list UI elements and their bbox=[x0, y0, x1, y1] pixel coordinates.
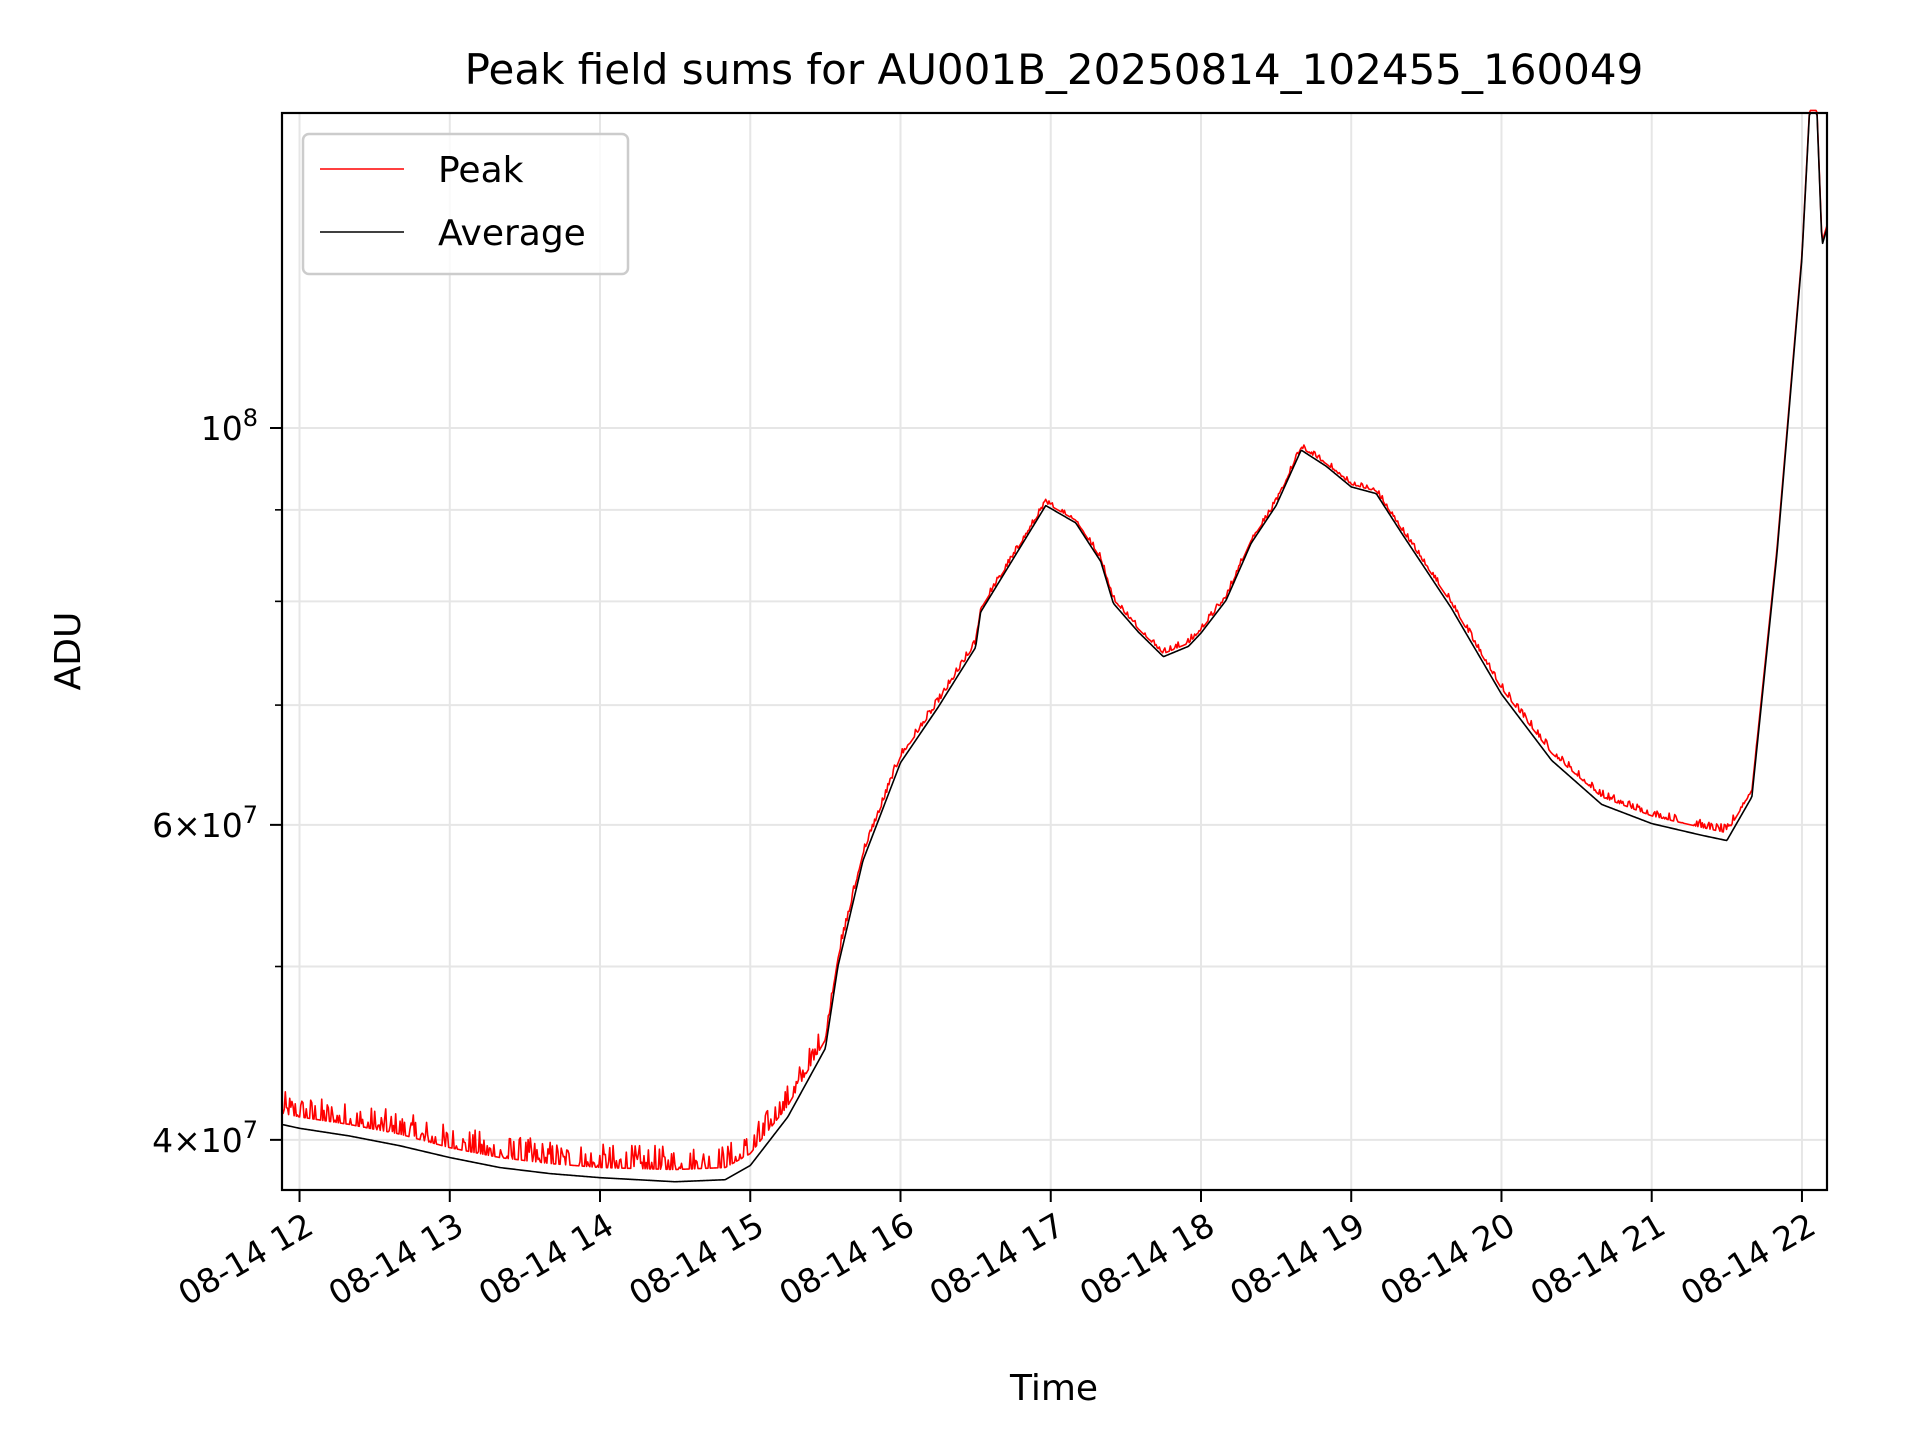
y-tick-label: 6×107 bbox=[152, 801, 258, 845]
x-tick-label: 08-14 21 bbox=[1524, 1205, 1672, 1313]
legend-label-average: Average bbox=[438, 213, 586, 254]
series-layer bbox=[281, 109, 1828, 1183]
y-axis: 4×107 6×107 108 bbox=[152, 404, 282, 1160]
x-tick-label: 08-14 18 bbox=[1073, 1205, 1221, 1313]
y-tick-label: 4×107 bbox=[152, 1116, 258, 1160]
y-tick-label: 108 bbox=[201, 404, 258, 448]
x-tick-label: 08-14 16 bbox=[773, 1205, 921, 1313]
x-axis: 08-14 12 08-14 13 08-14 14 08-14 15 08-14 16… bbox=[172, 1190, 1822, 1313]
y-axis-label: ADU bbox=[48, 612, 89, 691]
plot-frame bbox=[280, 111, 1829, 1192]
series-line-peak bbox=[281, 109, 1828, 1171]
x-axis-label: Time bbox=[1009, 1368, 1098, 1409]
x-tick-label: 08-14 14 bbox=[472, 1205, 620, 1313]
chart-title: Peak field sums for AU001B_20250814_1024… bbox=[465, 45, 1644, 94]
legend-label-peak: Peak bbox=[438, 150, 524, 191]
x-tick-label: 08-14 19 bbox=[1223, 1205, 1371, 1313]
x-tick-label: 08-14 22 bbox=[1674, 1205, 1822, 1313]
x-tick-label: 08-14 13 bbox=[322, 1205, 470, 1313]
x-tick-label: 08-14 15 bbox=[622, 1205, 770, 1313]
x-tick-label: 08-14 20 bbox=[1373, 1205, 1521, 1313]
series-line-average bbox=[281, 112, 1828, 1183]
x-tick-label: 08-14 17 bbox=[923, 1205, 1071, 1313]
legend: Peak Average bbox=[301, 132, 630, 276]
x-tick-label: 08-14 12 bbox=[172, 1205, 320, 1313]
